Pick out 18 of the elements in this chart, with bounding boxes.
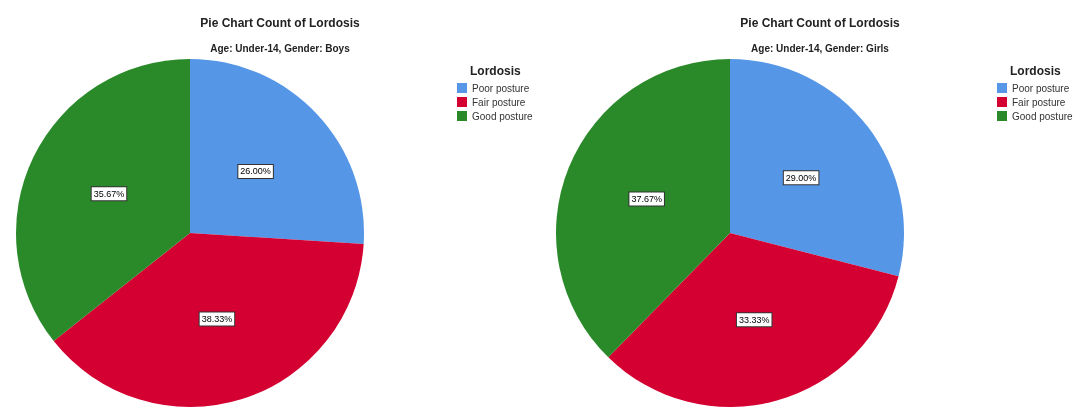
data-label: 33.33%	[738, 314, 770, 325]
legend-title: Lordosis	[1010, 64, 1061, 78]
chart-subtitle: Age: Under-14, Gender: Girls	[751, 42, 890, 54]
legend-label: Good posture	[1012, 110, 1074, 122]
legend-label: Fair posture	[472, 96, 526, 108]
legend-title: Lordosis	[470, 64, 521, 78]
data-label: 35.67%	[93, 188, 125, 199]
data-label: 38.33%	[201, 313, 233, 324]
chart-title: Pie Chart Count of Lordosis	[200, 16, 360, 30]
chart-subtitle: Age: Under-14, Gender: Boys	[210, 42, 351, 54]
legend-label: Good posture	[472, 110, 534, 122]
data-label: 26.00%	[240, 166, 271, 177]
legend-label: Poor posture	[472, 82, 530, 94]
chart-title: Pie Chart Count of Lordosis	[740, 16, 900, 30]
data-label: 37.67%	[631, 194, 662, 204]
legend-label: Fair posture	[1012, 96, 1066, 108]
data-label: 29.00%	[785, 172, 817, 183]
legend-label: Poor posture	[1012, 82, 1070, 94]
